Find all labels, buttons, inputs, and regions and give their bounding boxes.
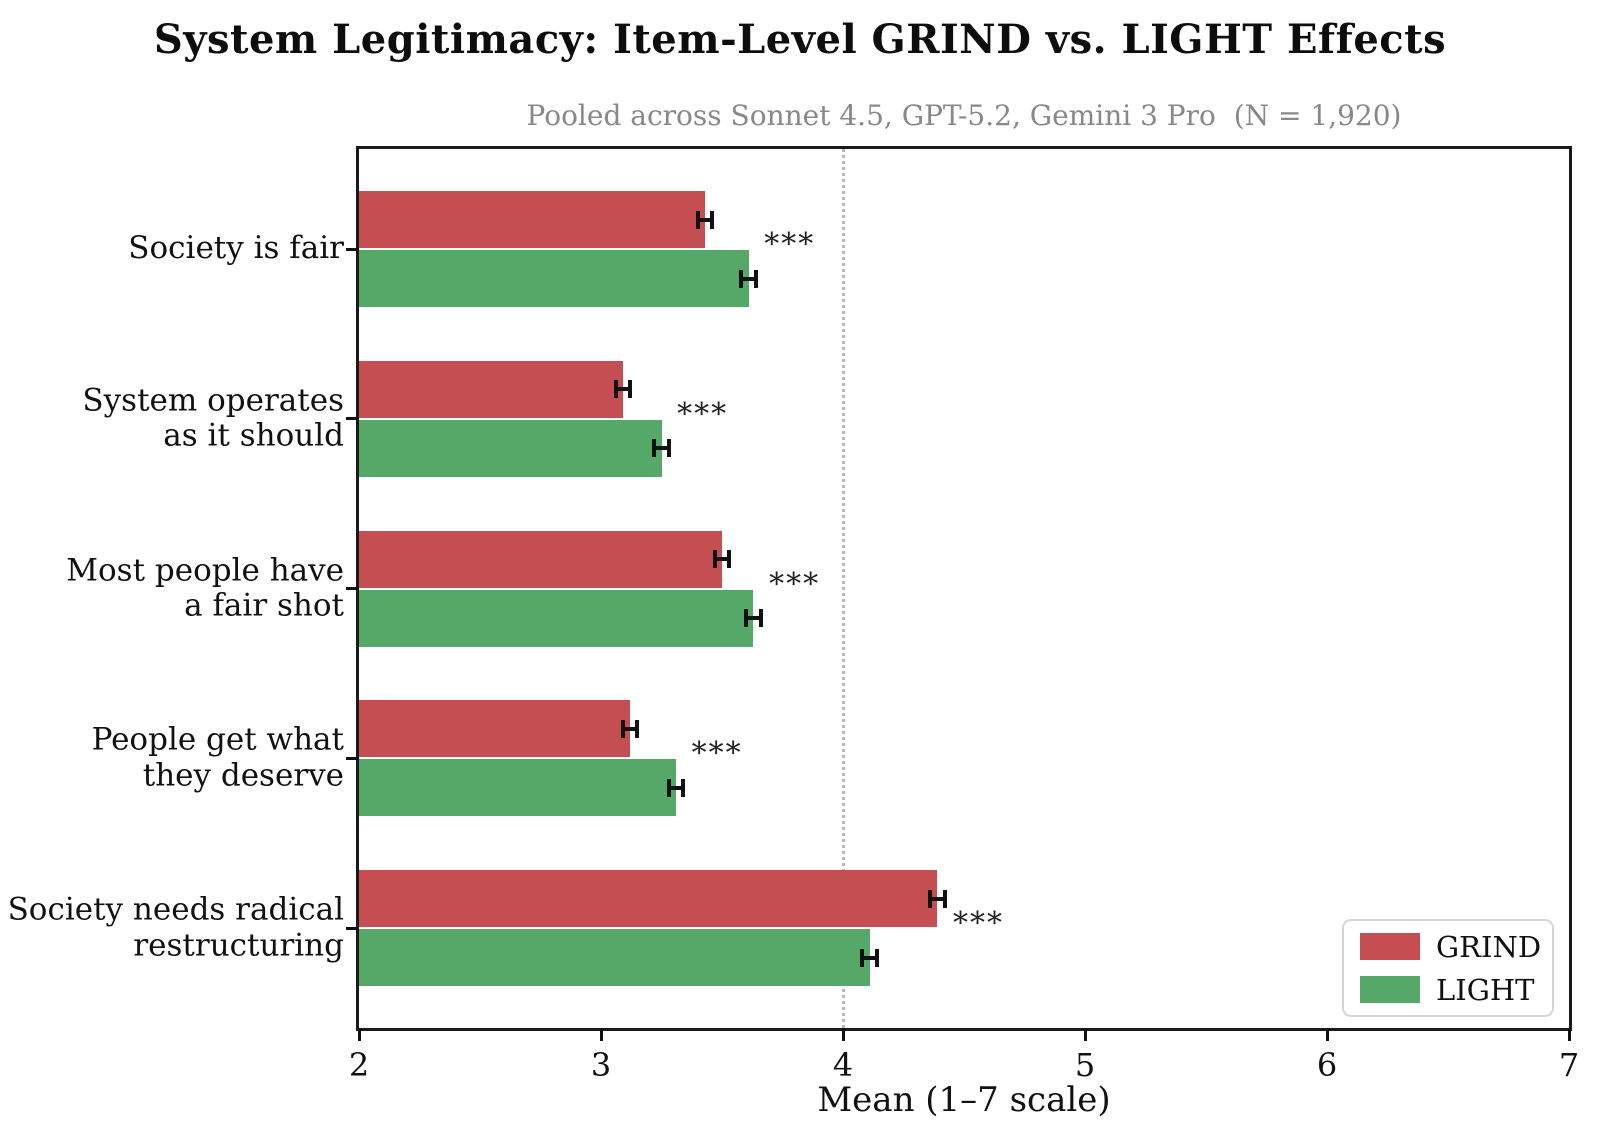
x-tick-label: 4: [832, 1046, 854, 1084]
bar-light: [359, 589, 754, 647]
y-tick: [346, 417, 359, 421]
x-axis-label: Mean (1–7 scale): [817, 1080, 1111, 1120]
x-tick: [841, 1028, 845, 1041]
bar-light: [359, 929, 870, 986]
error-bar-cap: [681, 778, 686, 797]
error-bar-line: [668, 785, 684, 790]
grind-color-swatch: [1360, 933, 1420, 960]
bar-light: [359, 759, 677, 817]
error-bar-line: [930, 896, 945, 901]
y-category-label: System operates as it should: [82, 382, 344, 454]
legend-label-light: LIGHT: [1436, 972, 1535, 1007]
significance-stars: ***: [953, 906, 1005, 941]
bar-light: [359, 419, 662, 477]
chart-subtitle: Pooled across Sonnet 4.5, GPT-5.2, Gemin…: [526, 99, 1402, 132]
error-bar-cap: [739, 269, 744, 288]
error-bar-cap: [727, 550, 732, 568]
x-tick: [1567, 1028, 1571, 1041]
error-bar-line: [615, 387, 631, 392]
error-bar-cap: [758, 609, 763, 627]
significance-stars: ***: [769, 566, 821, 602]
error-bar-line: [654, 446, 669, 451]
bar-grind: [359, 530, 722, 588]
error-bar-cap: [652, 439, 657, 458]
error-bar-line: [741, 276, 756, 281]
bar-grind: [359, 191, 706, 248]
y-tick: [346, 247, 359, 251]
legend-entry-light: LIGHT: [1360, 973, 1552, 1007]
legend-entry-grind: GRIND: [1360, 930, 1552, 964]
bar-grind: [359, 870, 938, 927]
plot-area: *** *** *** *** ***: [356, 146, 1572, 1031]
x-tick: [1325, 1028, 1329, 1041]
error-bar-cap: [860, 948, 865, 967]
error-bar-cap: [613, 380, 618, 399]
error-bar-cap: [753, 269, 758, 288]
y-tick: [346, 587, 359, 590]
significance-stars: ***: [691, 736, 743, 772]
error-bar-line: [714, 557, 730, 561]
y-category-label: Most people have a fair shot: [66, 551, 344, 624]
x-tick: [1083, 1028, 1087, 1041]
significance-stars: ***: [764, 227, 816, 262]
error-bar-cap: [874, 948, 879, 967]
error-bar-line: [746, 616, 761, 620]
bar-grind: [359, 360, 623, 418]
error-bar-cap: [666, 439, 671, 458]
chart-title: System Legitimacy: Item-Level GRIND vs. …: [153, 16, 1447, 63]
error-bar-cap: [620, 719, 625, 738]
x-tick-label: 3: [590, 1046, 612, 1084]
error-bar-cap: [744, 609, 749, 627]
significance-stars: ***: [677, 396, 729, 432]
error-bar-cap: [635, 719, 640, 738]
error-bar-cap: [928, 889, 933, 908]
bar-light: [359, 250, 749, 307]
error-bar-cap: [628, 380, 633, 399]
error-bar-line: [622, 726, 638, 731]
x-tick-label: 5: [1074, 1046, 1096, 1084]
x-tick: [599, 1028, 603, 1041]
x-tick: [357, 1028, 361, 1041]
error-bar-cap: [712, 550, 717, 568]
error-bar-cap: [695, 210, 700, 229]
error-bar-cap: [666, 778, 671, 797]
x-tick-label: 2: [348, 1046, 370, 1084]
reference-line: [841, 149, 845, 1028]
legend: GRIND LIGHT: [1342, 919, 1554, 1017]
light-color-swatch: [1360, 976, 1420, 1003]
x-tick-label: 7: [1558, 1046, 1580, 1084]
y-tick: [346, 756, 359, 760]
legend-label-grind: GRIND: [1436, 929, 1542, 964]
bar-grind: [359, 700, 631, 758]
error-bar-line: [697, 217, 713, 222]
y-tick: [346, 926, 359, 930]
x-tick-label: 6: [1316, 1046, 1338, 1084]
y-category-label: Society needs radical restructuring: [7, 891, 344, 963]
y-category-label: People get what they deserve: [91, 721, 344, 794]
error-bar-cap: [710, 210, 715, 229]
error-bar-cap: [942, 889, 947, 908]
y-category-label: Society is fair: [128, 230, 344, 267]
error-bar-line: [862, 955, 877, 960]
